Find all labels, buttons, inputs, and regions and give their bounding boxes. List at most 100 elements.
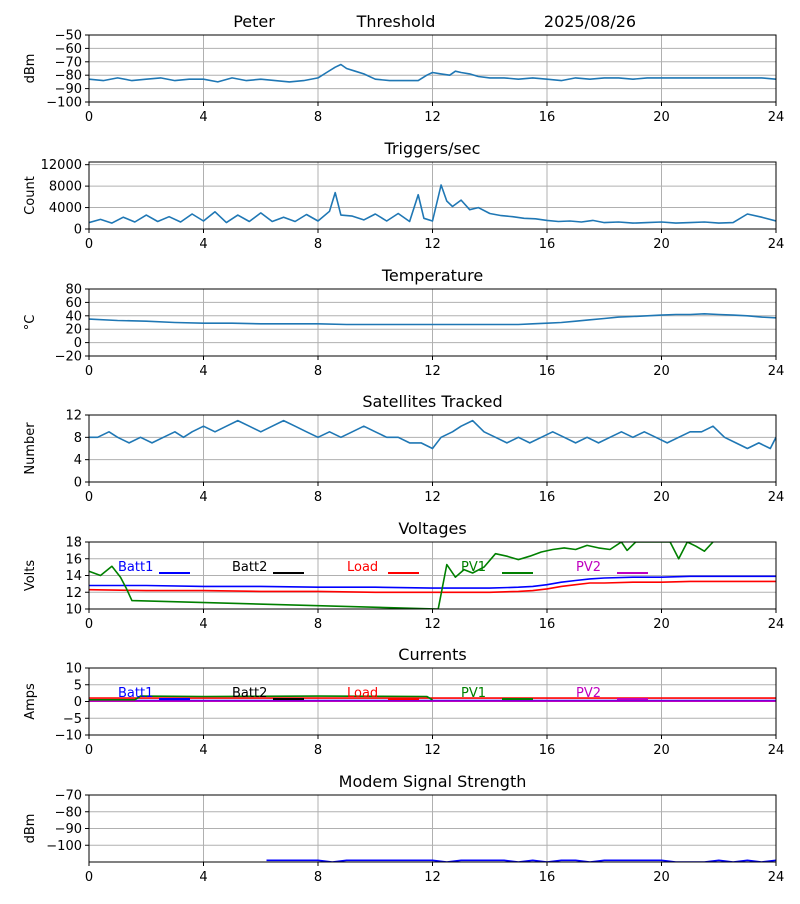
y-tick-label: −90 <box>55 822 82 837</box>
x-tick-label: 4 <box>199 490 207 505</box>
series-line-load <box>89 580 776 594</box>
x-tick-label: 12 <box>424 237 441 252</box>
series-line-pv1 <box>89 695 433 701</box>
x-tick-label: 24 <box>768 870 785 885</box>
header-date: 2025/08/26 <box>544 12 636 31</box>
y-axis-label: Volts <box>23 560 38 592</box>
x-tick-label: 4 <box>199 617 207 632</box>
x-tick-label: 8 <box>314 490 322 505</box>
x-tick-label: 8 <box>314 110 322 125</box>
x-tick-label: 8 <box>314 617 322 632</box>
x-tick-label: 4 <box>199 743 207 758</box>
panel-currents: 0 4 8 12 16 20 24 −10 −5 0 510 Currents Amps Batt1 Bat… <box>23 645 784 758</box>
y-tick-label: 18 <box>65 536 82 551</box>
y-tick-label: 0 <box>74 476 82 491</box>
y-tick-label: 0 <box>74 695 82 710</box>
panel-modem: 0 4 8 12 16 20 24 −100 −90 −80−70 Modem Signal Str… <box>23 772 784 885</box>
y-tick-label: 10 <box>65 662 82 677</box>
series-line-0 <box>89 419 776 450</box>
y-axis-label: °C <box>23 315 38 331</box>
panel-threshold: 0 4 8 12 16 20 24 −100−90−80−70−60−50 dBm <box>23 29 784 126</box>
y-tick-label: 60 <box>65 296 82 311</box>
series-line-pv1 <box>89 542 714 609</box>
x-tick-label: 12 <box>424 617 441 632</box>
y-tick-label: −90 <box>55 82 82 97</box>
series-line-0 <box>89 312 776 326</box>
x-tick-label: 16 <box>539 743 556 758</box>
x-tick-label: 0 <box>85 364 93 379</box>
legend-label-pv2: PV2 <box>576 560 601 575</box>
x-tick-label: 0 <box>85 490 93 505</box>
y-tick-label: 16 <box>65 552 82 567</box>
y-tick-label: 0 <box>74 223 82 238</box>
x-tick-label: 20 <box>653 364 670 379</box>
header-mode: Threshold <box>356 12 436 31</box>
y-tick-label: 80 <box>65 283 82 298</box>
x-tick-label: 8 <box>314 870 322 885</box>
x-tick-label: 0 <box>85 237 93 252</box>
x-tick-label: 16 <box>539 617 556 632</box>
y-tick-label: 8 <box>74 431 82 446</box>
y-tick-label: −60 <box>55 42 82 57</box>
x-tick-label: 20 <box>653 110 670 125</box>
x-tick-label: 12 <box>424 870 441 885</box>
panel-triggers: 0 4 8 12 16 20 24 0 4000 8000 12000 Triggers/sec Cou… <box>23 139 784 252</box>
x-tick-label: 24 <box>768 743 785 758</box>
y-tick-label: 8000 <box>49 180 82 195</box>
series-line-0 <box>89 184 776 224</box>
panel-title: Satellites Tracked <box>362 392 502 411</box>
series-group <box>266 859 776 862</box>
x-tick-label: 8 <box>314 364 322 379</box>
y-tick-label: −10 <box>55 729 82 744</box>
legend-label-pv1: PV1 <box>461 686 486 701</box>
y-tick-label: 20 <box>65 323 82 338</box>
y-tick-label: −50 <box>55 29 82 44</box>
series-group <box>89 184 776 224</box>
legend-label-load: Load <box>347 686 378 701</box>
legend-label-batt1: Batt1 <box>118 560 153 575</box>
series-line-batt1 <box>89 575 776 589</box>
series-group <box>89 419 776 450</box>
x-tick-label: 24 <box>768 617 785 632</box>
y-tick-label: 40 <box>65 309 82 324</box>
series-group <box>89 312 776 326</box>
x-tick-label: 0 <box>85 743 93 758</box>
y-tick-label: 10 <box>65 603 82 618</box>
x-tick-label: 20 <box>653 237 670 252</box>
legend-label-batt2: Batt2 <box>232 686 267 701</box>
y-axis-label: Count <box>23 176 38 215</box>
x-tick-label: 0 <box>85 870 93 885</box>
x-tick-label: 8 <box>314 743 322 758</box>
panel-title: Triggers/sec <box>384 139 481 158</box>
y-tick-label: −70 <box>55 789 82 804</box>
x-tick-label: 8 <box>314 237 322 252</box>
x-tick-label: 12 <box>424 490 441 505</box>
panel-title: Modem Signal Strength <box>339 772 527 791</box>
series-line-0 <box>266 859 776 862</box>
legend-label-pv1: PV1 <box>461 560 486 575</box>
y-tick-label: 5 <box>74 678 82 693</box>
x-tick-label: 4 <box>199 110 207 125</box>
y-tick-label: 14 <box>65 569 82 584</box>
x-tick-label: 0 <box>85 110 93 125</box>
x-tick-label: 4 <box>199 870 207 885</box>
x-tick-label: 24 <box>768 237 785 252</box>
x-tick-label: 24 <box>768 110 785 125</box>
legend-label-batt2: Batt2 <box>232 560 267 575</box>
y-tick-label: 12 <box>65 586 82 601</box>
x-tick-label: 16 <box>539 110 556 125</box>
series-group <box>89 63 776 83</box>
y-tick-label: −80 <box>55 805 82 820</box>
x-tick-label: 20 <box>653 490 670 505</box>
x-tick-label: 12 <box>424 110 441 125</box>
x-tick-label: 4 <box>199 237 207 252</box>
x-tick-label: 16 <box>539 870 556 885</box>
y-tick-label: 4000 <box>49 201 82 216</box>
x-tick-label: 4 <box>199 364 207 379</box>
y-axis-label: dBm <box>23 814 38 844</box>
y-tick-label: 0 <box>74 336 82 351</box>
x-tick-label: 20 <box>653 870 670 885</box>
